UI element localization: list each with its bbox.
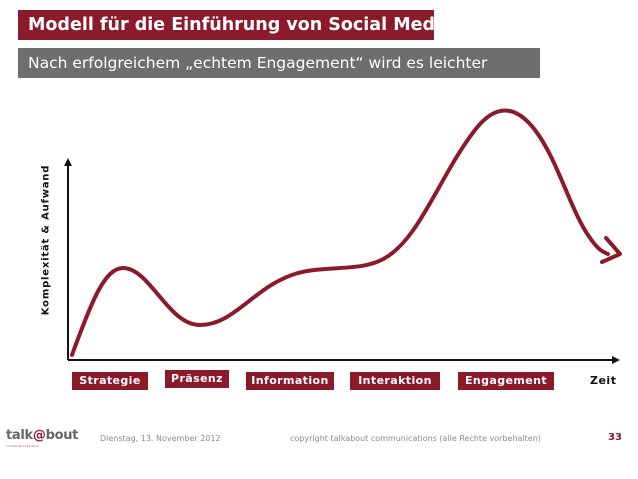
phase-information: Information <box>246 372 334 390</box>
x-axis-label: Zeit <box>590 374 617 387</box>
page-number: 33 <box>608 432 622 443</box>
engagement-curve <box>70 108 610 357</box>
footer-copyright: copyright talkabout communications (alle… <box>290 434 541 443</box>
slide-subtitle: Nach erfolgreichem „echtem Engagement“ w… <box>18 48 540 78</box>
phase-strategie: Strategie <box>72 372 148 390</box>
phase-praesenz: Präsenz <box>165 370 229 388</box>
logo-subtext: communications <box>6 444 40 448</box>
footer-date: Dienstag, 13. November 2012 <box>100 434 221 443</box>
company-logo: talk@bout communications <box>6 428 79 452</box>
logo-wordmark: talk@bout <box>6 428 79 443</box>
phase-interaktion: Interaktion <box>350 372 440 390</box>
curve-arrowhead <box>600 236 622 264</box>
phase-engagement: Engagement <box>458 372 554 390</box>
slide-title: Modell für die Einführung von Social Med… <box>18 10 453 40</box>
